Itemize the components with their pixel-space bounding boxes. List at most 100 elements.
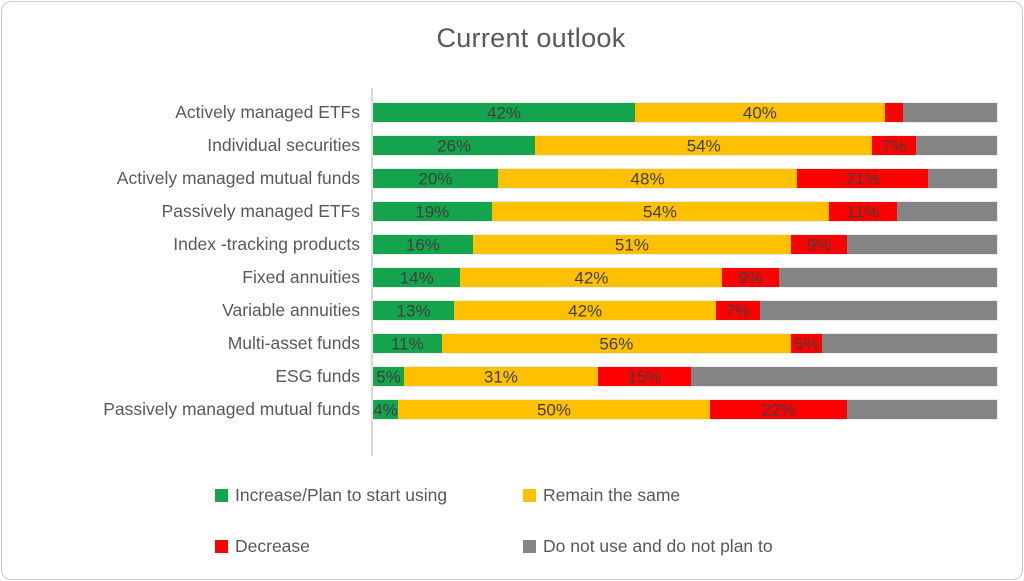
bar-segment: 22% xyxy=(709,400,848,419)
bar-segment xyxy=(915,136,997,155)
bar-segment: 56% xyxy=(441,334,792,353)
legend-item-decrease: Decrease xyxy=(215,536,523,557)
category-label: Individual securities xyxy=(207,135,360,155)
bar-segment: 21% xyxy=(797,169,929,188)
bar-segment: 4% xyxy=(373,400,398,419)
bar-segment: 11% xyxy=(373,334,442,353)
legend-swatch-green-icon xyxy=(215,489,228,502)
bar-value-label: 40% xyxy=(742,103,777,122)
category-label: Passively managed mutual funds xyxy=(103,399,360,419)
legend-label: Remain the same xyxy=(543,485,681,505)
bar-rows: Actively managed ETFs 42% 40% Individual se… xyxy=(14,96,1022,426)
bar-value-label: 21% xyxy=(845,169,880,188)
bar-value-label: 26% xyxy=(437,136,472,155)
category-label: Index -tracking products xyxy=(173,234,360,254)
bar-row: Individual securities 26% 54% 7% xyxy=(14,129,1022,162)
bar-segment: 9% xyxy=(791,235,848,254)
category-axis-line xyxy=(371,88,373,456)
legend-swatch-gray-icon xyxy=(523,540,536,553)
bar-segment: 31% xyxy=(404,367,598,386)
bar-segment: 13% xyxy=(373,301,455,320)
bar-row: Multi-asset funds 11% 56% 5% xyxy=(14,327,1022,360)
bar-row: Passively managed ETFs 19% 54% 11% xyxy=(14,195,1022,228)
bar-value-label: 51% xyxy=(614,235,649,254)
bar-value-label: 20% xyxy=(418,169,453,188)
bar-value-label: 56% xyxy=(599,334,634,353)
bar-value-label: 22% xyxy=(761,400,796,419)
bar-track: 5% 31% 15% xyxy=(373,367,997,386)
bar-segment: 54% xyxy=(491,202,829,221)
bar-segment: 20% xyxy=(373,169,498,188)
bar-value-label: 9% xyxy=(806,235,832,254)
bar-segment xyxy=(691,367,997,386)
bar-segment xyxy=(897,202,997,221)
bar-segment xyxy=(822,334,997,353)
bar-segment xyxy=(759,301,997,320)
bar-segment: 19% xyxy=(373,202,492,221)
bar-value-label: 54% xyxy=(686,136,721,155)
bar-value-label: 4% xyxy=(373,400,398,419)
chart-title: Current outlook xyxy=(436,23,626,53)
bar-value-label: 54% xyxy=(643,202,678,221)
bar-value-label: 42% xyxy=(574,268,609,287)
bar-segment: 42% xyxy=(373,103,636,122)
bar-value-label: 42% xyxy=(487,103,522,122)
bar-segment: 54% xyxy=(535,136,873,155)
bar-segment xyxy=(778,268,997,287)
bar-row: Fixed annuities 14% 42% 9% xyxy=(14,261,1022,294)
bar-track: 26% 54% 7% xyxy=(373,136,997,155)
bar-value-label: 13% xyxy=(396,301,431,320)
bar-segment: 42% xyxy=(454,301,717,320)
category-label: Variable annuities xyxy=(222,300,360,320)
bar-track: 19% 54% 11% xyxy=(373,202,997,221)
bar-segment xyxy=(884,103,904,122)
legend-label: Do not use and do not plan to xyxy=(543,536,773,556)
bar-value-label: 19% xyxy=(415,202,450,221)
bar-segment: 15% xyxy=(597,367,692,386)
bar-segment: 9% xyxy=(722,268,779,287)
bar-segment: 5% xyxy=(791,334,823,353)
legend-item-increase: Increase/Plan to start using xyxy=(215,485,523,506)
bar-value-label: 14% xyxy=(399,268,434,287)
bar-value-label: 50% xyxy=(536,400,571,419)
legend-item-remain: Remain the same xyxy=(523,485,1022,506)
bar-segment xyxy=(847,235,997,254)
bar-segment xyxy=(903,103,997,122)
bar-segment xyxy=(847,400,997,419)
bar-value-label: 5% xyxy=(794,334,819,353)
category-label: ESG funds xyxy=(275,366,360,386)
bar-row: Passively managed mutual funds 4% 50% 22% xyxy=(14,393,1022,426)
bar-segment: 51% xyxy=(472,235,792,254)
bar-track: 4% 50% 22% xyxy=(373,400,997,419)
bar-segment: 14% xyxy=(373,268,461,287)
bar-row: Variable annuities 13% 42% 7% xyxy=(14,294,1022,327)
stacked-bar-chart: Actively managed ETFs 42% 40% Individual se… xyxy=(2,88,1022,456)
bar-value-label: 7% xyxy=(725,301,751,320)
category-label: Fixed annuities xyxy=(242,267,360,287)
bar-value-label: 16% xyxy=(405,235,440,254)
category-label: Passively managed ETFs xyxy=(161,201,360,221)
bar-segment: 7% xyxy=(716,301,760,320)
legend-swatch-red-icon xyxy=(215,540,228,553)
bar-value-label: 9% xyxy=(738,268,763,287)
bar-segment: 11% xyxy=(828,202,898,221)
legend-swatch-yellow-icon xyxy=(523,489,536,502)
bar-track: 20% 48% 21% xyxy=(373,169,997,188)
bar-value-label: 31% xyxy=(483,367,518,386)
bar-segment: 26% xyxy=(373,136,536,155)
bar-value-label: 11% xyxy=(846,202,880,221)
legend-label: Decrease xyxy=(235,536,310,556)
bar-segment: 7% xyxy=(872,136,916,155)
category-label: Actively managed ETFs xyxy=(175,102,360,122)
bar-row: ESG funds 5% 31% 15% xyxy=(14,360,1022,393)
bar-row: Index -tracking products 16% 51% 9% xyxy=(14,228,1022,261)
bar-segment: 42% xyxy=(460,268,723,287)
bar-track: 11% 56% 5% xyxy=(373,334,997,353)
bar-value-label: 15% xyxy=(627,367,662,386)
bar-value-label: 5% xyxy=(376,367,401,386)
bar-track: 14% 42% 9% xyxy=(373,268,997,287)
bar-row: Actively managed ETFs 42% 40% xyxy=(14,96,1022,129)
bar-segment: 16% xyxy=(373,235,473,254)
bar-segment: 40% xyxy=(635,103,885,122)
